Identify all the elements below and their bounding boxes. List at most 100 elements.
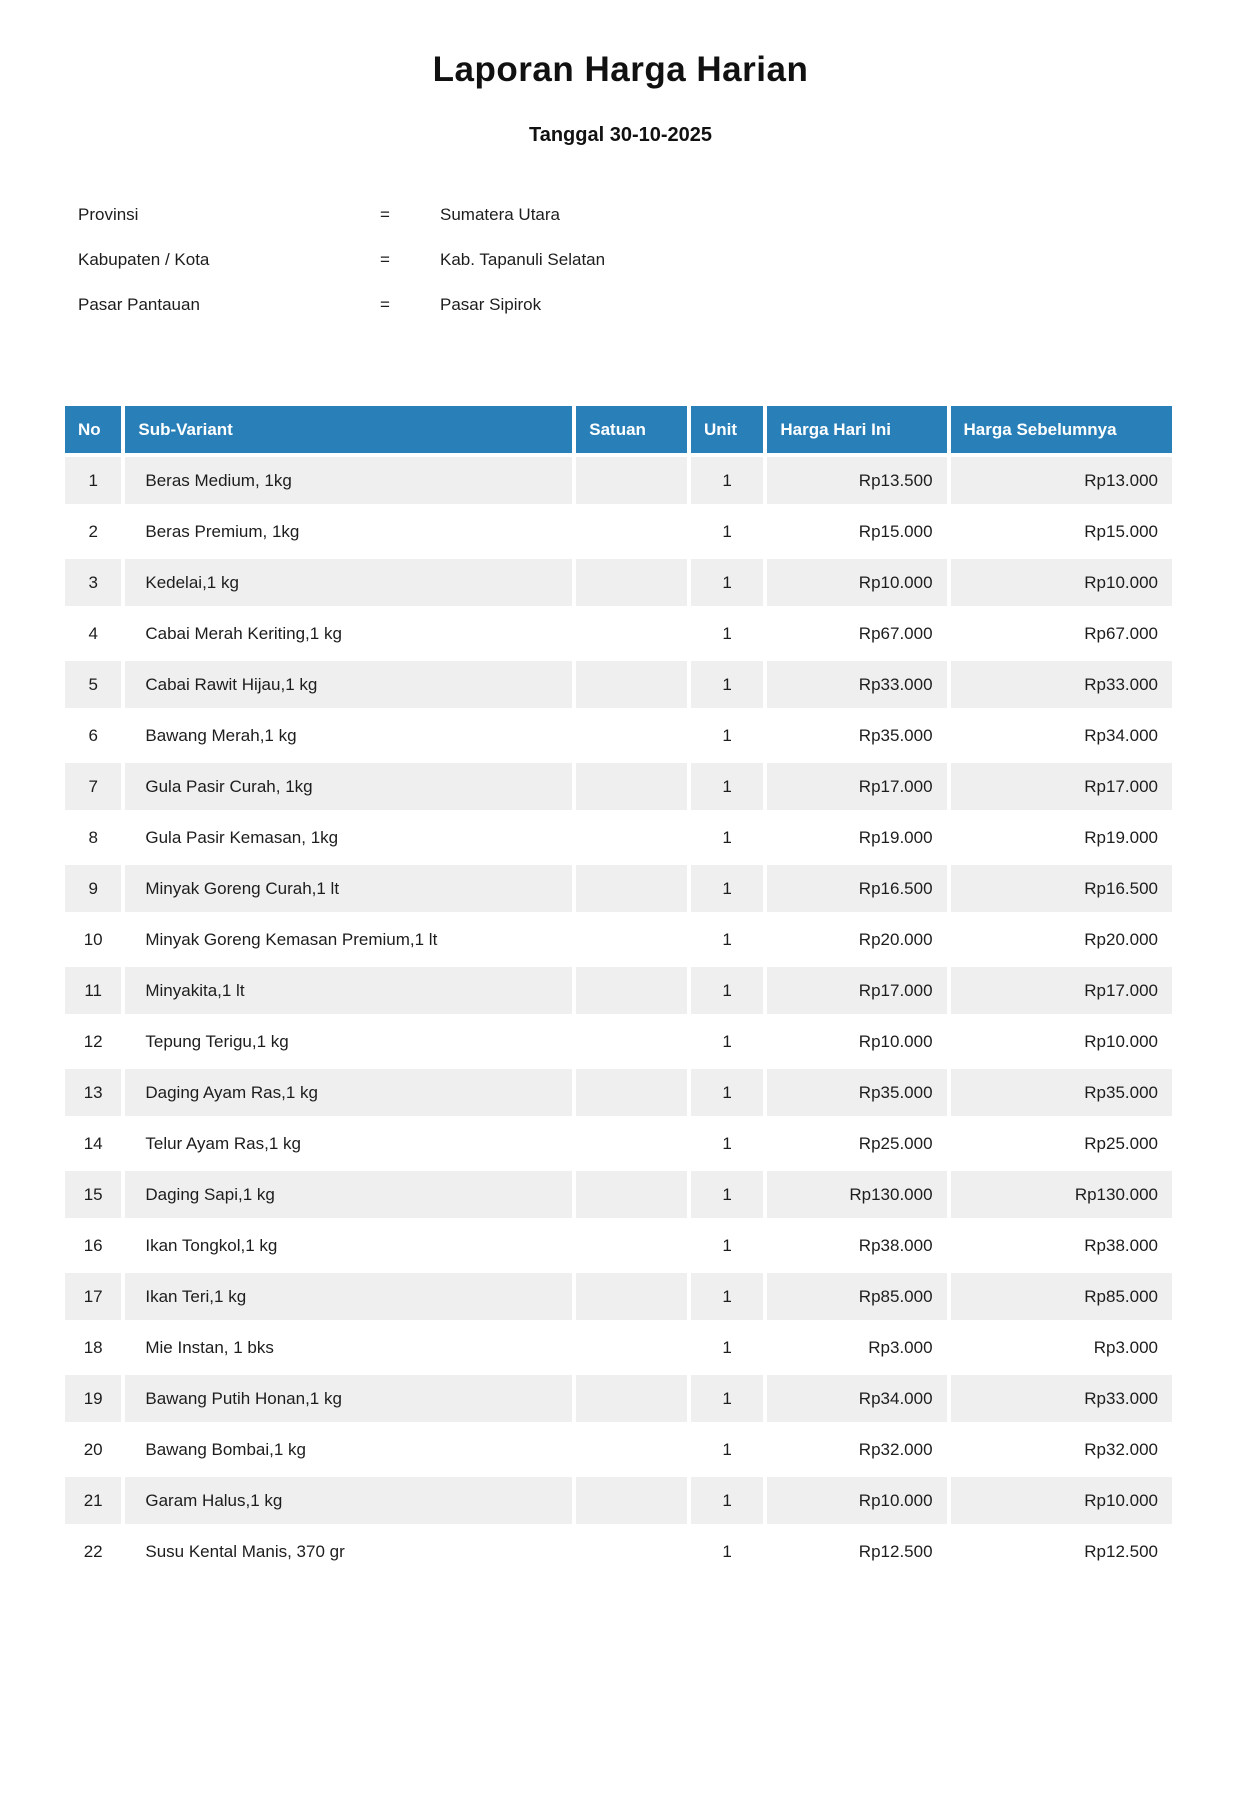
cell-unit: 1 <box>690 1273 764 1320</box>
kabupaten-value: Kab. Tapanuli Selatan <box>440 250 606 269</box>
cell-harga-hari-ini: Rp10.000 <box>767 559 947 606</box>
report-page: Laporan Harga Harian Tanggal 30-10-2025 … <box>0 50 1241 1805</box>
cell-no: 4 <box>65 610 122 657</box>
cell-harga-hari-ini: Rp32.000 <box>767 1426 947 1473</box>
cell-satuan <box>576 559 687 606</box>
table-row: 2 Beras Premium, 1kg 1 Rp15.000 Rp15.000 <box>65 508 1172 555</box>
table-row: 7 Gula Pasir Curah, 1kg 1 Rp17.000 Rp17.… <box>65 763 1172 810</box>
column-header-satuan: Satuan <box>576 406 687 453</box>
cell-sub-variant: Garam Halus,1 kg <box>125 1477 573 1524</box>
cell-sub-variant: Daging Sapi,1 kg <box>125 1171 573 1218</box>
cell-harga-hari-ini: Rp25.000 <box>767 1120 947 1167</box>
cell-unit: 1 <box>690 712 764 759</box>
table-row: 20 Bawang Bombai,1 kg 1 Rp32.000 Rp32.00… <box>65 1426 1172 1473</box>
cell-harga-hari-ini: Rp85.000 <box>767 1273 947 1320</box>
cell-sub-variant: Susu Kental Manis, 370 gr <box>125 1528 573 1575</box>
cell-no: 19 <box>65 1375 122 1422</box>
cell-sub-variant: Mie Instan, 1 bks <box>125 1324 573 1371</box>
cell-unit: 1 <box>690 814 764 861</box>
cell-sub-variant: Minyak Goreng Kemasan Premium,1 lt <box>125 916 573 963</box>
cell-sub-variant: Ikan Tongkol,1 kg <box>125 1222 573 1269</box>
cell-no: 21 <box>65 1477 122 1524</box>
table-row: 18 Mie Instan, 1 bks 1 Rp3.000 Rp3.000 <box>65 1324 1172 1371</box>
cell-harga-hari-ini: Rp35.000 <box>767 1069 947 1116</box>
cell-unit: 1 <box>690 457 764 504</box>
cell-no: 5 <box>65 661 122 708</box>
cell-harga-sebelumnya: Rp10.000 <box>950 559 1172 606</box>
report-info-block: Provinsi = Sumatera Utara Kabupaten / Ko… <box>78 205 1241 340</box>
cell-no: 22 <box>65 1528 122 1575</box>
info-row-pasar: Pasar Pantauan = Pasar Sipirok <box>78 295 1241 340</box>
report-date: Tanggal 30-10-2025 <box>528 124 713 146</box>
provinsi-label: Provinsi <box>78 205 139 224</box>
cell-unit: 1 <box>690 1120 764 1167</box>
cell-satuan <box>576 916 687 963</box>
cell-unit: 1 <box>690 661 764 708</box>
cell-harga-hari-ini: Rp33.000 <box>767 661 947 708</box>
cell-harga-hari-ini: Rp3.000 <box>767 1324 947 1371</box>
cell-harga-hari-ini: Rp34.000 <box>767 1375 947 1422</box>
cell-harga-sebelumnya: Rp3.000 <box>950 1324 1172 1371</box>
table-row: 13 Daging Ayam Ras,1 kg 1 Rp35.000 Rp35.… <box>65 1069 1172 1116</box>
cell-no: 2 <box>65 508 122 555</box>
cell-harga-hari-ini: Rp15.000 <box>767 508 947 555</box>
price-table: No Sub-Variant Satuan Unit Harga Hari In… <box>61 402 1176 1579</box>
cell-satuan <box>576 1375 687 1422</box>
cell-satuan <box>576 661 687 708</box>
cell-unit: 1 <box>690 916 764 963</box>
cell-harga-sebelumnya: Rp10.000 <box>950 1477 1172 1524</box>
cell-satuan <box>576 1222 687 1269</box>
info-row-provinsi: Provinsi = Sumatera Utara <box>78 205 1241 250</box>
cell-satuan <box>576 1477 687 1524</box>
cell-satuan <box>576 457 687 504</box>
cell-harga-sebelumnya: Rp17.000 <box>950 967 1172 1014</box>
table-row: 5 Cabai Rawit Hijau,1 kg 1 Rp33.000 Rp33… <box>65 661 1172 708</box>
cell-satuan <box>576 1069 687 1116</box>
cell-sub-variant: Ikan Teri,1 kg <box>125 1273 573 1320</box>
cell-harga-hari-ini: Rp10.000 <box>767 1477 947 1524</box>
cell-harga-sebelumnya: Rp38.000 <box>950 1222 1172 1269</box>
cell-harga-hari-ini: Rp19.000 <box>767 814 947 861</box>
cell-harga-hari-ini: Rp10.000 <box>767 1018 947 1065</box>
cell-unit: 1 <box>690 1171 764 1218</box>
cell-sub-variant: Daging Ayam Ras,1 kg <box>125 1069 573 1116</box>
cell-no: 18 <box>65 1324 122 1371</box>
cell-satuan <box>576 1018 687 1065</box>
cell-no: 13 <box>65 1069 122 1116</box>
cell-harga-sebelumnya: Rp34.000 <box>950 712 1172 759</box>
column-header-no: No <box>65 406 122 453</box>
cell-sub-variant: Bawang Merah,1 kg <box>125 712 573 759</box>
table-row: 11 Minyakita,1 lt 1 Rp17.000 Rp17.000 <box>65 967 1172 1014</box>
table-row: 22 Susu Kental Manis, 370 gr 1 Rp12.500 … <box>65 1528 1172 1575</box>
cell-no: 3 <box>65 559 122 606</box>
cell-harga-hari-ini: Rp13.500 <box>767 457 947 504</box>
cell-harga-hari-ini: Rp38.000 <box>767 1222 947 1269</box>
cell-unit: 1 <box>690 1324 764 1371</box>
cell-satuan <box>576 814 687 861</box>
cell-unit: 1 <box>690 763 764 810</box>
cell-harga-hari-ini: Rp17.000 <box>767 763 947 810</box>
pasar-value: Pasar Sipirok <box>440 295 542 314</box>
cell-no: 15 <box>65 1171 122 1218</box>
table-row: 16 Ikan Tongkol,1 kg 1 Rp38.000 Rp38.000 <box>65 1222 1172 1269</box>
column-header-harga-sebelumnya: Harga Sebelumnya <box>950 406 1172 453</box>
kabupaten-label: Kabupaten / Kota <box>78 250 210 269</box>
cell-harga-sebelumnya: Rp25.000 <box>950 1120 1172 1167</box>
cell-sub-variant: Beras Premium, 1kg <box>125 508 573 555</box>
equals-sign: = <box>380 205 390 224</box>
cell-satuan <box>576 1273 687 1320</box>
cell-harga-hari-ini: Rp35.000 <box>767 712 947 759</box>
column-header-sub-variant: Sub-Variant <box>125 406 573 453</box>
table-row: 14 Telur Ayam Ras,1 kg 1 Rp25.000 Rp25.0… <box>65 1120 1172 1167</box>
cell-harga-hari-ini: Rp12.500 <box>767 1528 947 1575</box>
cell-unit: 1 <box>690 1375 764 1422</box>
table-row: 12 Tepung Terigu,1 kg 1 Rp10.000 Rp10.00… <box>65 1018 1172 1065</box>
cell-harga-sebelumnya: Rp13.000 <box>950 457 1172 504</box>
price-table-container: No Sub-Variant Satuan Unit Harga Hari In… <box>61 402 1180 1579</box>
cell-sub-variant: Cabai Merah Keriting,1 kg <box>125 610 573 657</box>
cell-unit: 1 <box>690 967 764 1014</box>
table-header-row: No Sub-Variant Satuan Unit Harga Hari In… <box>65 406 1172 453</box>
table-row: 15 Daging Sapi,1 kg 1 Rp130.000 Rp130.00… <box>65 1171 1172 1218</box>
cell-harga-hari-ini: Rp67.000 <box>767 610 947 657</box>
pasar-label: Pasar Pantauan <box>78 295 200 314</box>
